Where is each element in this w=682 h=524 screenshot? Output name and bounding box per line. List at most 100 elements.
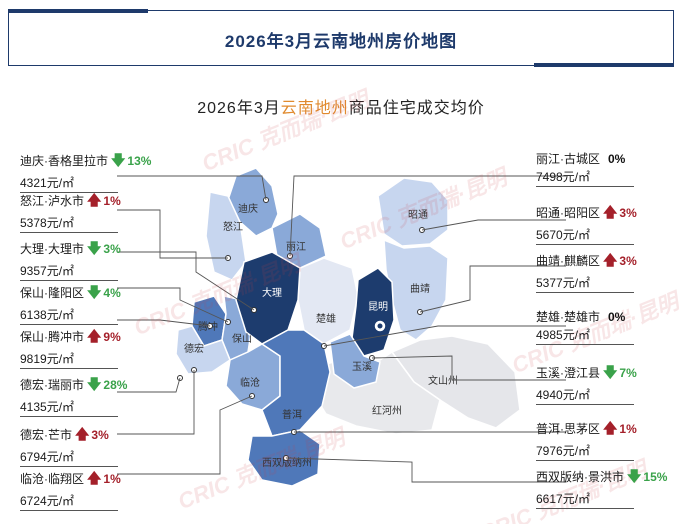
- map-label-honghe: 红河州: [372, 404, 402, 417]
- leader-linxiang: [117, 395, 253, 475]
- callout-price: 4940元/㎡: [536, 386, 634, 405]
- callout-price: 6794元/㎡: [20, 448, 118, 467]
- trend-down-icon: 🡇: [87, 240, 102, 256]
- leader-lijiang: [289, 175, 566, 257]
- trend-up-icon: 🡅: [603, 252, 618, 268]
- callout-price: 5378元/㎡: [20, 214, 118, 233]
- leader-lushui: [117, 209, 228, 259]
- callout-pct: 1%: [103, 472, 121, 486]
- callout-name: 保山·隆阳区: [20, 286, 84, 300]
- callout-simao: 普洱·思茅区 🡅 1% 7976元/㎡: [536, 418, 682, 461]
- leader-tengchong: [117, 319, 211, 327]
- callout-price: 4321元/㎡: [20, 174, 118, 193]
- trend-down-icon: 🡇: [87, 376, 102, 392]
- callout-price: 5670元/㎡: [536, 226, 634, 245]
- map-label-kunming: 昆明: [368, 301, 388, 313]
- map-label-chuxiong: 楚雄: [316, 312, 336, 325]
- callout-chengjiang: 玉溪·澄江县 🡇 7% 4940元/㎡: [536, 362, 682, 405]
- callout-name: 大理·大理市: [20, 242, 84, 256]
- callout-pct: 15%: [643, 470, 668, 484]
- callout-tengchong: 保山·腾冲市 🡅 9% 9819元/㎡: [20, 326, 170, 369]
- map-label-nujiang: 怒江: [223, 220, 243, 233]
- banner-accent-bottom: [534, 63, 674, 67]
- callout-name: 保山·腾冲市: [20, 330, 84, 344]
- map-label-puer: 普洱: [282, 408, 302, 421]
- callout-price: 5377元/㎡: [536, 274, 634, 293]
- callout-price: 4985元/㎡: [536, 326, 634, 345]
- map-label-diqing: 迪庆: [238, 202, 258, 215]
- region-kunming: [351, 267, 395, 357]
- map-subtitle: 2026年3月云南地州商品住宅成交均价: [0, 94, 682, 118]
- map-label-xishuangbanna: 西双版纳州: [262, 456, 312, 469]
- leader-dali: [117, 251, 255, 311]
- callout-name: 昭通·昭阳区: [536, 206, 600, 220]
- banner-accent-top: [8, 9, 148, 13]
- callout-pct: 3%: [103, 242, 121, 256]
- trend-up-icon: 🡅: [87, 470, 102, 486]
- callout-pct: 1%: [103, 194, 121, 208]
- callout-price: 6138元/㎡: [20, 306, 118, 325]
- leader-xianggelila: [117, 175, 267, 201]
- callout-pct: 3%: [619, 254, 637, 268]
- callout-pct: 13%: [127, 154, 152, 168]
- page-title: 2026年3月云南地州房价地图: [224, 32, 458, 51]
- map-region-labels: 迪庆 怒江 丽江 昭通 大理 昆明 曲靖 楚雄 保山 德宏 腾冲 临沧 玉溪 文…: [184, 202, 458, 469]
- callout-zhaoyang: 昭通·昭阳区 🡅 3% 5670元/㎡: [536, 202, 682, 245]
- callout-dali: 大理·大理市 🡇 3% 9357元/㎡: [20, 238, 170, 281]
- map-label-zhaotong: 昭通: [408, 209, 428, 221]
- callout-price: 4135元/㎡: [20, 398, 118, 417]
- trend-down-icon: 🡇: [87, 284, 102, 300]
- callout-price: 6617元/㎡: [536, 490, 634, 509]
- callout-pct: 28%: [103, 378, 128, 392]
- callout-pct: 3%: [619, 206, 637, 220]
- callout-lijiang: 丽江·古城区 0% 7498元/㎡: [536, 150, 682, 187]
- callout-qilin: 曲靖·麒麟区 🡅 3% 5377元/㎡: [536, 250, 682, 293]
- callout-pct: 1%: [619, 422, 637, 436]
- callout-pct: 4%: [103, 286, 121, 300]
- subtitle-prefix: 2026年3月: [197, 100, 281, 117]
- callout-price: 9819元/㎡: [20, 350, 118, 369]
- region-chuxiong: [297, 257, 359, 345]
- leader-zhaoyang: [421, 219, 566, 231]
- callout-name: 玉溪·澄江县: [536, 366, 600, 380]
- trend-up-icon: 🡅: [87, 192, 102, 208]
- callout-xianggelila: 迪庆·香格里拉市 🡇 13% 4321元/㎡: [20, 150, 170, 193]
- callout-linxiang: 临沧·临翔区 🡅 1% 6724元/㎡: [20, 468, 170, 511]
- callout-pct: 9%: [103, 330, 121, 344]
- callout-price: 9357元/㎡: [20, 262, 118, 281]
- callout-name: 楚雄·楚雄市: [536, 310, 600, 324]
- leader-ruili: [117, 377, 181, 393]
- callout-name: 曲靖·麒麟区: [536, 254, 600, 268]
- region-zhaotong: [377, 177, 449, 247]
- callout-price: 7976元/㎡: [536, 442, 634, 461]
- callout-name: 普洱·思茅区: [536, 422, 600, 436]
- subtitle-suffix: 商品住宅成交均价: [348, 100, 485, 117]
- leader-jinghong: [285, 457, 566, 483]
- leader-chengjiang: [371, 355, 566, 381]
- callout-name: 临沧·临翔区: [20, 472, 84, 486]
- map-label-wenshan: 文山州: [428, 374, 458, 387]
- callout-pct: 3%: [91, 428, 109, 442]
- callout-name: 德宏·芒市: [20, 428, 72, 442]
- map-label-dali: 大理: [262, 286, 282, 299]
- callout-chuxiong: 楚雄·楚雄市 0% 4985元/㎡: [536, 308, 682, 345]
- trend-up-icon: 🡅: [603, 420, 618, 436]
- leader-lines: [117, 175, 566, 483]
- map-label-lincang: 临沧: [240, 376, 260, 389]
- map-label-lijiang: 丽江: [286, 241, 306, 253]
- map-label-dehong: 德宏: [184, 342, 204, 355]
- callout-price: 6724元/㎡: [20, 492, 118, 511]
- callout-name: 西双版纳·景洪市: [536, 470, 624, 484]
- callout-lushui: 怒江·泸水市 🡅 1% 5378元/㎡: [20, 190, 170, 233]
- map-label-yuxi: 玉溪: [352, 361, 372, 373]
- map-label-baoshan: 保山: [232, 332, 252, 345]
- trend-up-icon: 🡅: [603, 204, 618, 220]
- trend-up-icon: 🡅: [87, 328, 102, 344]
- leader-longyang: [117, 287, 229, 323]
- callout-name: 怒江·泸水市: [20, 194, 84, 208]
- map-label-qujing: 曲靖: [410, 282, 430, 295]
- callout-pct: 7%: [619, 366, 637, 380]
- kunming-marker: [373, 319, 387, 333]
- trend-down-icon: 🡇: [627, 468, 642, 484]
